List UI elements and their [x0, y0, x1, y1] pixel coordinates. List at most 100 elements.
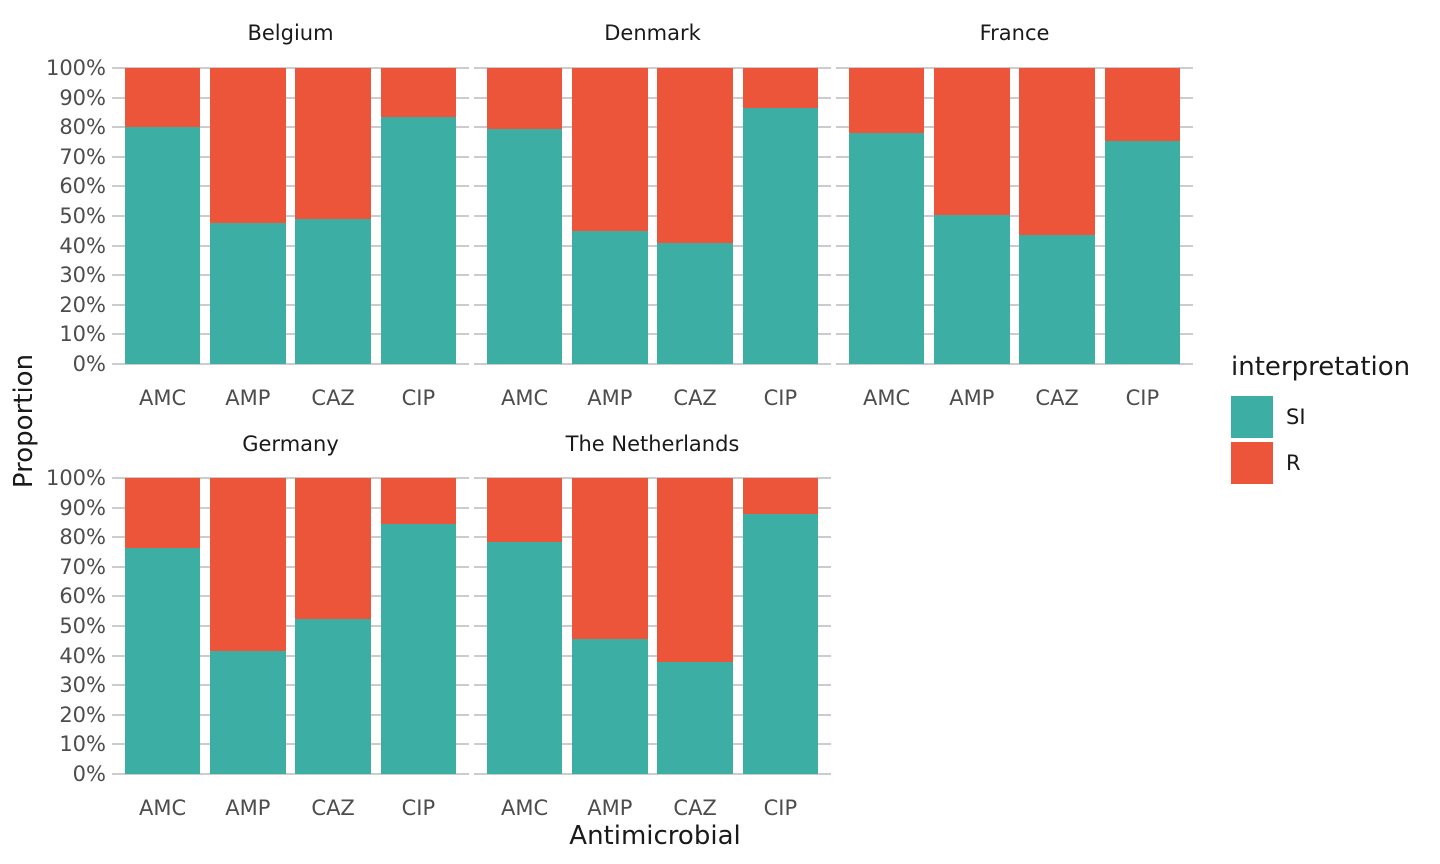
legend: interpretation SI R — [1231, 352, 1410, 488]
y-axis-tick-right — [461, 303, 469, 306]
gridline-30pct — [844, 274, 1185, 277]
bar-germany-amc — [124, 478, 201, 774]
gridline-60pct — [482, 595, 823, 598]
y-axis-tick-right — [461, 743, 469, 746]
y-axis-tick-right — [823, 185, 831, 188]
gridline-10pct — [120, 743, 461, 746]
y-axis-tick-right — [823, 773, 831, 775]
bar-denmark-amp — [572, 68, 648, 364]
bar-the-netherlands-amc — [486, 478, 563, 774]
gridline-40pct — [482, 654, 823, 657]
y-axis-tick-right — [461, 363, 469, 365]
y-tick-label: 50% — [59, 614, 106, 638]
y-axis-tick-right — [823, 625, 831, 627]
bar-segment-si — [742, 107, 819, 364]
gridline-80pct — [120, 126, 461, 129]
bar-the-netherlands-caz — [657, 478, 733, 774]
y-axis-tick-right — [1185, 303, 1193, 306]
y-axis-tick-right — [823, 303, 831, 306]
y-axis-tick-left — [836, 126, 844, 129]
gridline-20pct — [120, 713, 461, 716]
x-labels-the-netherlands: AMC AMP CAZ CIP — [482, 795, 823, 821]
gridline-70pct — [120, 565, 461, 568]
y-axis-tick-right — [461, 155, 469, 158]
y-tick-label: 10% — [59, 322, 106, 347]
y-tick-label: 60% — [59, 174, 106, 199]
gridline-20pct — [844, 303, 1185, 306]
gridline-80pct — [844, 126, 1185, 129]
y-axis-tick-left — [112, 363, 120, 365]
bar-segment-si — [572, 639, 648, 774]
x-tick-label-caz: CAZ — [673, 796, 717, 820]
gridline-60pct — [844, 185, 1185, 188]
y-axis-tick-right — [823, 67, 831, 69]
bar-segment-si — [380, 523, 457, 774]
bar-france-amp — [934, 68, 1010, 364]
gridline-80pct — [482, 536, 823, 539]
y-axis-tick-right — [823, 506, 831, 509]
y-axis-tick-left — [836, 244, 844, 247]
bar-segment-si — [486, 541, 563, 774]
gridline-100pct — [120, 477, 461, 479]
y-axis-tick-left — [112, 773, 120, 775]
gridline-90pct — [482, 96, 823, 99]
gridline-30pct — [120, 684, 461, 687]
y-axis-tick-left — [112, 654, 120, 657]
y-axis-tick-left — [112, 126, 120, 129]
y-axis-tick-left — [836, 333, 844, 336]
bar-belgium-amp — [210, 68, 286, 364]
y-axis-tick-right — [461, 333, 469, 336]
gridline-80pct — [120, 536, 461, 539]
y-axis-tick-left — [112, 625, 120, 627]
gridline-80pct — [482, 126, 823, 129]
gridline-30pct — [482, 684, 823, 687]
y-axis-tick-right — [1185, 244, 1193, 247]
y-axis-tick-right — [1185, 155, 1193, 158]
x-tick-label-amc: AMC — [501, 386, 549, 410]
panel-the-netherlands — [474, 477, 831, 775]
panel-denmark — [474, 67, 831, 365]
gridline-100pct — [120, 67, 461, 69]
x-axis-title: Antimicrobial — [569, 821, 741, 851]
bar-segment-si — [295, 218, 371, 364]
legend-label-si: SI — [1286, 405, 1306, 429]
gridline-100pct — [482, 477, 823, 479]
y-axis-tick-left — [836, 215, 844, 217]
y-tick-label: 20% — [59, 702, 106, 727]
y-axis-tick-left — [836, 155, 844, 158]
y-axis-tick-right — [461, 654, 469, 657]
bar-the-netherlands-amp — [572, 478, 648, 774]
gridline-0pct — [120, 773, 461, 775]
y-tick-label: 90% — [59, 495, 106, 520]
y-tick-label: 20% — [59, 292, 106, 317]
y-axis-tick-right — [823, 363, 831, 365]
y-axis-tick-right — [1185, 333, 1193, 336]
bar-segment-si — [848, 133, 925, 364]
gridline-70pct — [482, 565, 823, 568]
y-axis-tick-left — [112, 274, 120, 277]
x-tick-label-amp: AMP — [225, 796, 271, 820]
y-axis-tick-left — [474, 536, 482, 539]
facet-title-germany: Germany — [242, 432, 339, 456]
x-tick-label-cip: CIP — [401, 796, 436, 820]
panel-france — [836, 67, 1193, 365]
y-axis-tick-right — [461, 625, 469, 627]
gridline-90pct — [120, 506, 461, 509]
y-axis-tick-left — [112, 244, 120, 247]
y-axis-tick-right — [1185, 96, 1193, 99]
y-axis-tick-right — [823, 654, 831, 657]
y-tick-label: 90% — [59, 85, 106, 110]
y-axis-tick-left — [112, 743, 120, 746]
legend-title: interpretation — [1231, 352, 1411, 382]
x-labels-belgium: AMC AMP CAZ CIP — [120, 385, 461, 411]
y-axis-tick-right — [1185, 363, 1193, 365]
y-axis-tick-left — [474, 96, 482, 99]
y-axis-tick-left — [112, 333, 120, 336]
x-labels-denmark: AMC AMP CAZ CIP — [482, 385, 823, 411]
y-axis-tick-left — [474, 773, 482, 775]
facet-title-denmark: Denmark — [604, 21, 701, 45]
gridline-70pct — [482, 155, 823, 158]
y-axis-tick-left — [112, 506, 120, 509]
y-tick-label: 50% — [59, 204, 106, 228]
x-labels-france: AMC AMP CAZ CIP — [844, 385, 1185, 411]
